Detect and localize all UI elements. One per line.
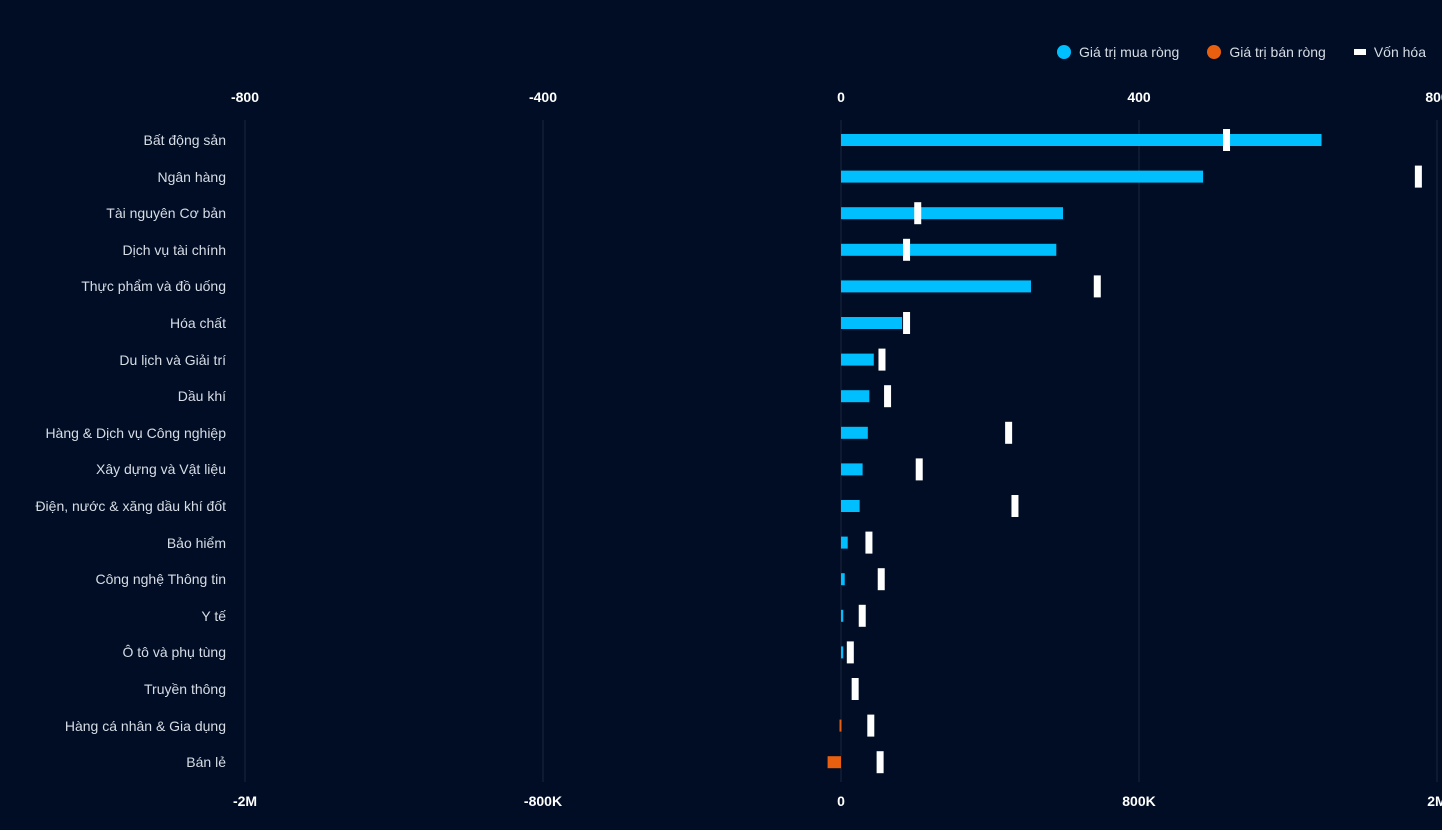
bottom-tick-0: -2M [232, 793, 258, 809]
cap-marker-11[interactable] [865, 531, 873, 554]
bottom-tick-4: 2M [1427, 793, 1442, 809]
legend: Giá trị mua ròng Giá trị bán ròng Vốn hó… [1056, 44, 1426, 60]
bottom-tick-1: -800K [523, 793, 563, 809]
sell-bar-16[interactable] [839, 719, 842, 732]
category-label-1: Ngân hàng [157, 168, 226, 185]
category-label-15: Truyền thông [144, 681, 226, 697]
sell-bar-17[interactable] [827, 756, 841, 769]
buy-bar-5[interactable] [841, 317, 903, 329]
legend-cap-label: Vốn hóa [1373, 44, 1426, 60]
category-label-8: Hàng & Dịch vụ Công nghiệp [45, 424, 226, 441]
buy-bar-9[interactable] [841, 463, 863, 476]
legend-buy-swatch [1056, 45, 1071, 59]
buy-bar-6[interactable] [841, 353, 874, 366]
top-tick-3: 400 [1127, 89, 1151, 105]
cap-marker-1[interactable] [1414, 165, 1422, 188]
cap-marker-10[interactable] [1011, 495, 1019, 517]
category-label-5: Hóa chất [169, 315, 226, 331]
category-label-7: Dầu khí [177, 388, 226, 405]
buy-bar-8[interactable] [841, 426, 868, 439]
cap-marker-12[interactable] [877, 568, 885, 591]
legend-sell-swatch [1207, 45, 1222, 59]
legend-buy-label: Giá trị mua ròng [1078, 44, 1180, 60]
legend-cap-swatch [1353, 49, 1366, 55]
top-tick-2: 0 [837, 89, 845, 105]
cap-marker-15[interactable] [851, 678, 859, 700]
cap-marker-6[interactable] [878, 348, 886, 371]
buy-bar-1[interactable] [841, 170, 1204, 183]
buy-bar-4[interactable] [841, 280, 1031, 293]
category-label-11: Bảo hiểm [166, 534, 226, 551]
top-tick-4: 800 [1425, 89, 1442, 105]
category-label-13: Y tế [201, 607, 226, 624]
category-label-10: Điện, nước & xăng dầu khí đốt [35, 498, 226, 514]
cap-marker-2[interactable] [914, 202, 922, 225]
category-label-4: Thực phẩm và đồ uống [81, 278, 226, 295]
buy-bar-3[interactable] [841, 243, 1057, 256]
buy-bar-10[interactable] [841, 500, 860, 512]
legend-item-sell[interactable]: Giá trị bán ròng [1207, 44, 1326, 60]
cap-marker-3[interactable] [903, 238, 911, 261]
cap-marker-4[interactable] [1093, 275, 1101, 298]
cap-marker-9[interactable] [915, 458, 923, 481]
legend-sell-label: Giá trị bán ròng [1229, 44, 1326, 60]
top-tick-0: -800 [230, 89, 260, 105]
cap-marker-17[interactable] [876, 751, 884, 774]
buy-bar-2[interactable] [841, 207, 1064, 220]
category-label-2: Tài nguyên Cơ bản [106, 205, 226, 222]
buy-bar-0[interactable] [841, 134, 1322, 146]
buy-bar-12[interactable] [841, 573, 845, 586]
buy-bar-7[interactable] [841, 390, 870, 403]
cap-marker-7[interactable] [884, 385, 892, 408]
cap-marker-0[interactable] [1223, 129, 1231, 151]
bottom-tick-3: 800K [1122, 793, 1156, 809]
category-label-0: Bất động sản [143, 132, 226, 148]
legend-item-cap[interactable]: Vốn hóa [1353, 44, 1426, 60]
cap-marker-5[interactable] [903, 312, 911, 334]
buy-bar-13[interactable] [841, 609, 844, 622]
cap-marker-13[interactable] [858, 604, 866, 627]
bottom-tick-2: 0 [837, 793, 845, 809]
category-label-14: Ô tô và phụ tùng [122, 644, 226, 661]
category-label-3: Dịch vụ tài chính [122, 241, 227, 258]
category-label-6: Du lịch và Giải trí [119, 351, 226, 368]
buy-bar-14[interactable] [841, 646, 844, 659]
category-label-16: Hàng cá nhân & Gia dụng [64, 717, 226, 734]
category-label-12: Công nghệ Thông tin [95, 571, 226, 588]
legend-item-buy[interactable]: Giá trị mua ròng [1056, 44, 1180, 60]
cap-marker-8[interactable] [1005, 421, 1013, 444]
cap-marker-16[interactable] [867, 714, 875, 737]
category-label-17: Bán lẻ [186, 754, 226, 771]
top-tick-1: -400 [528, 89, 558, 105]
buy-bar-11[interactable] [841, 536, 848, 549]
category-label-9: Xây dựng và Vật liệu [95, 461, 226, 478]
cap-marker-14[interactable] [846, 641, 854, 664]
